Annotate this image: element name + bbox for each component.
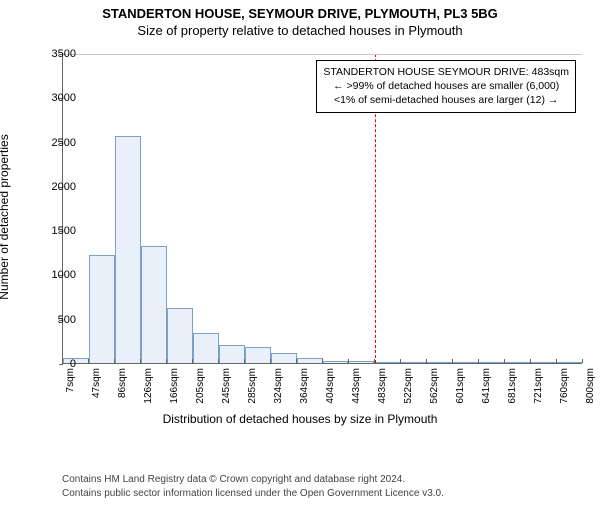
x-tick-mark xyxy=(322,359,323,363)
info-line-2: ← >99% of detached houses are smaller (6… xyxy=(323,79,569,93)
y-tick-label: 2500 xyxy=(40,137,76,149)
y-axis-label: Number of detached properties xyxy=(0,117,11,317)
x-tick-label: 404sqm xyxy=(325,368,336,404)
x-tick-label: 285sqm xyxy=(247,368,258,404)
x-tick-label: 721sqm xyxy=(533,368,544,404)
x-tick-mark xyxy=(62,359,63,363)
x-tick-label: 205sqm xyxy=(195,368,206,404)
footer-line-2: Contains public sector information licen… xyxy=(62,487,444,501)
histogram-bar xyxy=(193,333,219,363)
x-tick-label: 324sqm xyxy=(273,368,284,404)
x-tick-label: 641sqm xyxy=(481,368,492,404)
x-tick-label: 681sqm xyxy=(507,368,518,404)
x-tick-label: 364sqm xyxy=(299,368,310,404)
x-tick-mark xyxy=(166,359,167,363)
histogram-bar xyxy=(141,246,167,363)
x-tick-mark xyxy=(88,359,89,363)
info-box: STANDERTON HOUSE SEYMOUR DRIVE: 483sqm ←… xyxy=(316,60,576,113)
x-tick-mark xyxy=(556,359,557,363)
x-tick-label: 126sqm xyxy=(143,368,154,404)
x-tick-mark xyxy=(348,359,349,363)
x-tick-label: 47sqm xyxy=(91,368,102,398)
x-tick-label: 86sqm xyxy=(117,368,128,398)
x-tick-label: 7sqm xyxy=(65,368,76,392)
footer-attribution: Contains HM Land Registry data © Crown c… xyxy=(62,473,444,500)
histogram-bar xyxy=(504,362,530,363)
info-line-1: STANDERTON HOUSE SEYMOUR DRIVE: 483sqm xyxy=(323,65,569,79)
chart-container: Number of detached properties STANDERTON… xyxy=(0,50,600,430)
histogram-bar xyxy=(530,362,556,363)
x-tick-mark xyxy=(426,359,427,363)
histogram-bar xyxy=(348,361,374,363)
x-tick-mark xyxy=(582,359,583,363)
histogram-bar xyxy=(556,362,582,363)
y-tick-label: 3500 xyxy=(40,48,76,60)
histogram-bar xyxy=(167,308,193,363)
y-tick-label: 3000 xyxy=(40,92,76,104)
footer-line-1: Contains HM Land Registry data © Crown c… xyxy=(62,473,444,487)
x-tick-mark xyxy=(244,359,245,363)
histogram-bar xyxy=(297,358,323,363)
x-axis-label: Distribution of detached houses by size … xyxy=(0,412,600,426)
y-tick-label: 1500 xyxy=(40,225,76,237)
histogram-bar xyxy=(452,362,478,363)
histogram-bar xyxy=(271,353,297,363)
histogram-bar xyxy=(245,347,271,363)
x-tick-label: 760sqm xyxy=(559,368,570,404)
x-tick-mark xyxy=(218,359,219,363)
histogram-bar xyxy=(374,362,400,363)
x-tick-mark xyxy=(296,359,297,363)
x-tick-mark xyxy=(114,359,115,363)
histogram-bar xyxy=(323,361,349,363)
histogram-bar xyxy=(115,136,141,363)
y-tick-label: 500 xyxy=(40,314,76,326)
y-tick-label: 2000 xyxy=(40,181,76,193)
x-tick-mark xyxy=(270,359,271,363)
x-tick-mark xyxy=(452,359,453,363)
histogram-bar xyxy=(478,362,504,363)
x-tick-mark xyxy=(140,359,141,363)
x-tick-mark xyxy=(504,359,505,363)
x-tick-label: 522sqm xyxy=(403,368,414,404)
title-line-2: Size of property relative to detached ho… xyxy=(0,23,600,38)
plot-area: STANDERTON HOUSE SEYMOUR DRIVE: 483sqm ←… xyxy=(62,54,582,364)
x-tick-mark xyxy=(478,359,479,363)
histogram-bar xyxy=(89,255,115,363)
x-tick-mark xyxy=(400,359,401,363)
x-tick-label: 601sqm xyxy=(455,368,466,404)
x-tick-mark xyxy=(192,359,193,363)
x-tick-label: 443sqm xyxy=(351,368,362,404)
title-line-1: STANDERTON HOUSE, SEYMOUR DRIVE, PLYMOUT… xyxy=(0,6,600,21)
info-line-3: <1% of semi-detached houses are larger (… xyxy=(323,93,569,107)
x-tick-label: 483sqm xyxy=(377,368,388,404)
histogram-bar xyxy=(219,345,245,363)
x-tick-label: 562sqm xyxy=(429,368,440,404)
x-tick-label: 166sqm xyxy=(169,368,180,404)
histogram-bar xyxy=(400,362,426,363)
histogram-bar xyxy=(426,362,452,363)
x-tick-mark xyxy=(530,359,531,363)
x-tick-mark xyxy=(374,359,375,363)
y-tick-label: 1000 xyxy=(40,269,76,281)
x-tick-label: 245sqm xyxy=(221,368,232,404)
x-tick-label: 800sqm xyxy=(585,368,596,404)
